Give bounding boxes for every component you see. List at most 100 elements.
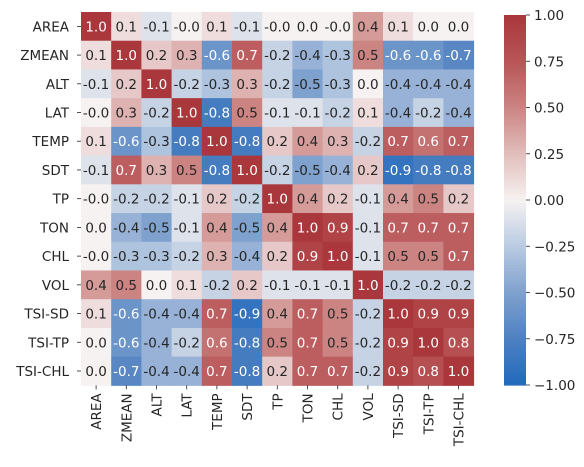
cell-value-label: -0.2 (143, 192, 169, 208)
heatmap-cell-tsi-sd-ton (292, 299, 324, 329)
heatmap-cell-temp-tsi-sd (383, 126, 414, 157)
heatmap-cell-ton-tp (262, 213, 293, 243)
x-tick-label-lat: LAT (180, 393, 196, 418)
colorbar-segment (504, 169, 526, 173)
cell-value-label: 0.7 (448, 249, 469, 265)
heatmap-cell-ton-tsi-tp (413, 213, 444, 243)
cell-value-label: -0.1 (174, 220, 200, 236)
cell-value-label: -0.8 (234, 134, 260, 150)
colorbar-tick-label: 0.75 (534, 54, 564, 70)
colorbar-segment (504, 212, 526, 217)
cell-value-label: 0.5 (327, 335, 348, 351)
colorbar-segment (504, 126, 526, 130)
cell-value-label: -0.1 (83, 163, 109, 179)
heatmap-cell-lat-chl (322, 98, 354, 128)
heatmap-cell-zmean-sdt (232, 40, 263, 70)
y-tick-label-ton: TON (39, 220, 69, 236)
cell-value-label: 0.7 (297, 307, 318, 323)
heatmap-cell-lat-ton (292, 98, 324, 128)
cell-value-label: 0.5 (267, 335, 288, 351)
cell-value-label: -0.8 (204, 163, 230, 179)
cell-value-label: -0.2 (113, 192, 139, 208)
heatmap-cell-area-ton (292, 12, 324, 42)
heatmap-cell-vol-chl (322, 270, 354, 300)
cell-value-label: -0.0 (83, 249, 109, 265)
cell-value-label: -0.8 (445, 163, 471, 179)
cell-value-label: -0.5 (294, 77, 320, 93)
cell-value-label: 0.0 (357, 77, 378, 93)
cell-value-label: 1.0 (357, 278, 378, 294)
cell-value-label: 0.5 (418, 249, 439, 265)
cell-value-label: -0.4 (143, 335, 169, 351)
cell-value-label: -0.5 (294, 163, 320, 179)
heatmap-cell-chl-sdt (232, 241, 263, 271)
cell-value-label: 0.3 (327, 134, 348, 150)
heatmap-cell-tsi-tp-tsi-chl (443, 327, 475, 358)
heatmap-cell-lat-tsi-chl (443, 98, 475, 128)
cell-value-label: 0.4 (357, 19, 378, 35)
heatmap-cell-sdt-tsi-tp (413, 155, 444, 185)
cell-value-label: 0.9 (387, 364, 408, 380)
heatmap-cell-alt-tsi-sd (383, 69, 414, 99)
cell-value-label: -0.4 (143, 307, 169, 323)
cell-value-label: 1.0 (236, 163, 257, 179)
cell-value-label: -0.2 (174, 249, 200, 265)
heatmap-cell-alt-area (81, 69, 112, 99)
heatmap-cell-vol-vol (352, 270, 384, 300)
heatmap-cell-chl-temp (201, 241, 233, 271)
colorbar-segment (504, 307, 526, 312)
heatmap-cell-tsi-chl-ton (292, 356, 324, 386)
colorbar-segment (504, 233, 526, 238)
cell-value-label: -0.2 (355, 335, 381, 351)
colorbar-segment (504, 277, 526, 281)
heatmap-cell-chl-tsi-sd (383, 241, 414, 271)
cell-value-label: 0.3 (146, 163, 167, 179)
cell-value-label: 0.6 (206, 335, 227, 351)
colorbar-segment (504, 107, 526, 112)
colorbar-segment (504, 104, 526, 109)
heatmap-cell-alt-chl (322, 69, 354, 99)
cell-value-label: -0.2 (143, 106, 169, 122)
colorbar-segment (504, 375, 526, 380)
colorbar-segment (504, 116, 526, 121)
cell-value-label: -0.7 (113, 364, 139, 380)
colorbar-segment (504, 280, 526, 284)
heatmap-cell-temp-area (81, 126, 112, 157)
cell-value-label: 0.5 (357, 48, 378, 64)
cell-value-label: -0.8 (234, 364, 260, 380)
colorbar-segment (504, 200, 526, 204)
colorbar-segment (504, 85, 526, 90)
cell-value-label: 1.0 (146, 77, 167, 93)
colorbar-segment (504, 338, 526, 343)
colorbar-segment (504, 209, 526, 213)
heatmap-cell-tsi-tp-ton (292, 327, 324, 358)
heatmap-cell-alt-alt (141, 69, 173, 99)
y-tick-label-tsi-tp: TSI-TP (27, 335, 69, 351)
heatmap-cell-alt-temp (201, 69, 233, 99)
colorbar-segment (504, 270, 526, 275)
y-tick-label-lat: LAT (45, 106, 70, 122)
cell-value-label: 0.9 (297, 249, 318, 265)
heatmap-cell-tsi-chl-tsi-tp (413, 356, 444, 386)
heatmap-cell-tsi-chl-tsi-sd (383, 356, 414, 386)
cell-value-label: -0.1 (294, 278, 320, 294)
heatmap-cell-chl-alt (141, 241, 173, 271)
colorbar-segment (504, 320, 526, 324)
heatmap-cell-tsi-sd-lat (171, 299, 203, 329)
heatmap-cell-alt-zmean (111, 69, 142, 99)
colorbar-segment (504, 237, 526, 241)
cell-value-label: -0.4 (445, 106, 471, 122)
y-tick-label-tp: TP (52, 192, 69, 208)
cell-value-label: -0.8 (204, 106, 230, 122)
colorbar-segment (504, 227, 526, 232)
heatmap-cell-sdt-temp (201, 155, 233, 185)
heatmap-cell-tsi-tp-vol (352, 327, 384, 358)
x-tick-label-area: AREA (89, 393, 105, 430)
heatmap-cell-vol-tp (262, 270, 293, 300)
colorbar-segment (504, 357, 526, 361)
colorbar-segment (504, 64, 526, 69)
cell-value-label: 0.8 (448, 335, 469, 351)
heatmap-cell-ton-alt (141, 213, 173, 243)
colorbar-segment (504, 42, 526, 47)
cell-value-label: -0.2 (264, 48, 290, 64)
